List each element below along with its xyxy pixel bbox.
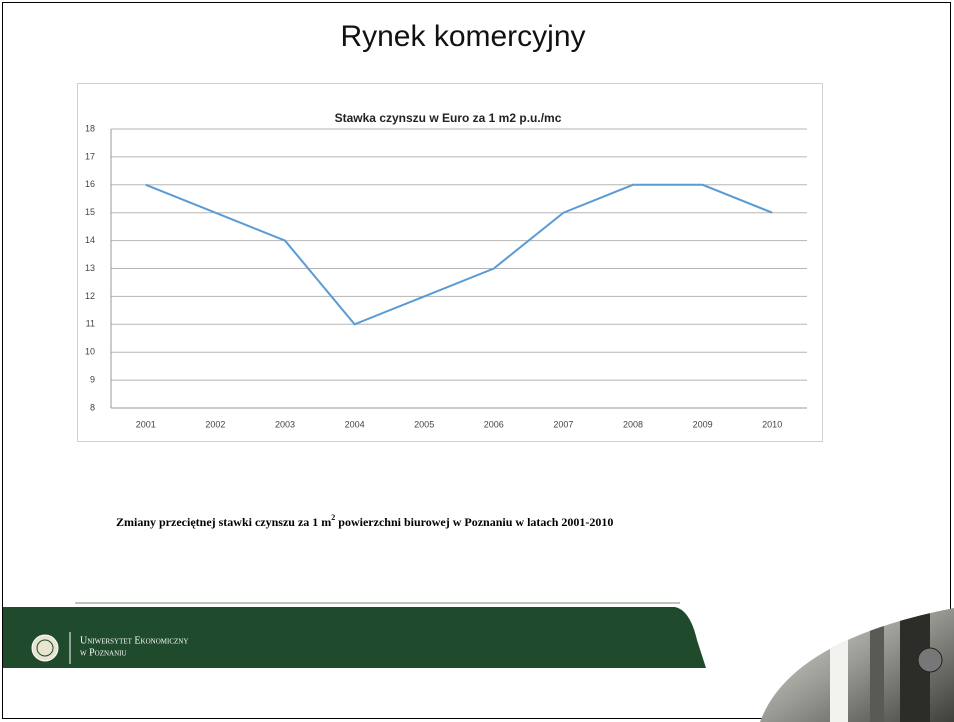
footer-text: w Poznaniu [80,647,127,658]
y-tick-label: 9 [90,374,95,384]
y-tick-label: 10 [85,347,95,357]
y-tick-label: 15 [85,207,95,217]
chart-frame [78,84,823,442]
photo [760,600,954,722]
y-tick-label: 16 [85,179,95,189]
y-tick-label: 17 [85,151,95,161]
x-tick-label: 2004 [345,419,365,429]
x-tick-label: 2002 [205,419,225,429]
logo [32,635,58,661]
x-tick-label: 2005 [414,419,434,429]
y-tick-label: 12 [85,291,95,301]
x-tick-label: 2009 [693,419,713,429]
y-tick-label: 18 [85,123,95,133]
x-tick-label: 2007 [553,419,573,429]
x-tick-label: 2001 [136,419,156,429]
y-tick-label: 14 [85,235,95,245]
caption: Zmiany przeciętnej stawki czynszu za 1 m… [116,513,613,529]
y-tick-label: 8 [90,402,95,412]
y-tick-label: 11 [86,319,95,329]
x-tick-label: 2006 [484,419,504,429]
x-tick-label: 2010 [762,419,782,429]
slide: Rynek komercyjny Stawka czynszu w Euro z… [0,0,954,722]
x-tick-label: 2003 [275,419,295,429]
footer-text: Uniwersytet Ekonomiczny [80,635,188,646]
caption-text: powierzchni biurowej w Poznaniu w latach… [335,515,613,529]
caption-text: Zmiany przeciętnej stawki czynszu za 1 m [116,515,331,529]
x-tick-label: 2008 [623,419,643,429]
chart-title: Stawka czynszu w Euro za 1 m2 p.u./mc [335,111,562,125]
y-tick-label: 13 [85,263,95,273]
slide-title: Rynek komercyjny [340,20,585,53]
page: {"slide": {"title": "Rynek komercyjny", … [0,0,954,722]
